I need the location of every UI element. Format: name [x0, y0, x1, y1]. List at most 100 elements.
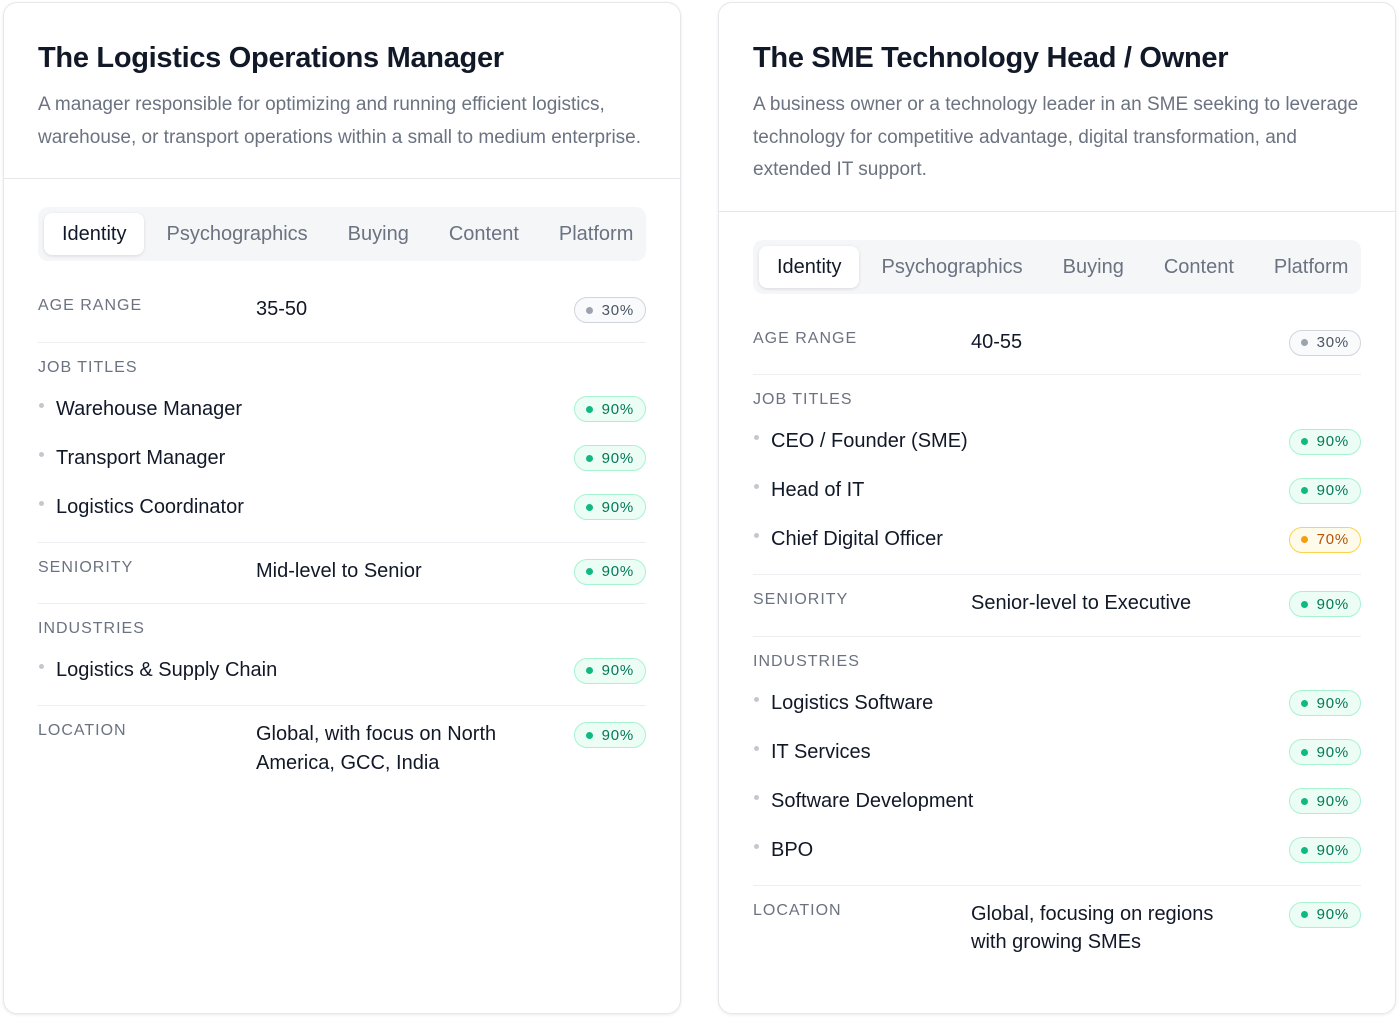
tab[interactable]: Content — [448, 223, 519, 245]
confidence-badge: 90% — [1288, 428, 1361, 455]
attribute-row: AGE RANGE 40-55 30% — [753, 314, 1361, 375]
confidence-badge: 90% — [573, 558, 646, 585]
attribute-section: AGE RANGE 40-55 30% — [753, 314, 1361, 375]
badge-dot — [585, 731, 593, 739]
attribute-value: Senior-level to Executive — [971, 592, 1192, 614]
bullet — [39, 451, 44, 457]
badge-text: 90% — [1316, 595, 1349, 613]
list-item: Logistics Coordinator 90% — [38, 483, 646, 532]
section-label: JOB TITLES — [753, 391, 853, 408]
confidence-badge: 90% — [1288, 901, 1361, 928]
attribute-section: INDUSTRIES Logistics Software 90% IT Servic… — [753, 637, 1361, 886]
card-title: The SME Technology Head / Owner — [753, 42, 1229, 74]
badge-dot — [1300, 487, 1308, 494]
confidence-badge: 90% — [573, 722, 646, 748]
section-label: SENIORITY — [753, 591, 849, 608]
attribute-value: 35-50 — [256, 298, 308, 320]
tab[interactable]: Content — [1163, 255, 1234, 278]
badge-dot — [1300, 699, 1308, 707]
bullet — [754, 843, 759, 849]
badge-text: 90% — [1316, 906, 1349, 923]
card-header: The SME Technology Head / Owner A busines… — [719, 3, 1395, 212]
badge-text: 90% — [1316, 743, 1349, 761]
confidence-badge: 90% — [1288, 591, 1361, 617]
tab[interactable]: Platform — [1273, 255, 1349, 278]
bullet — [754, 696, 759, 702]
badge-text: 90% — [1316, 841, 1349, 859]
badge-text: 90% — [601, 726, 634, 744]
section-label: JOB TITLES — [38, 358, 138, 376]
card-body: Identity Psychographics Buying Content Platf… — [719, 212, 1395, 975]
confidence-badge: 70% — [1288, 526, 1361, 553]
badge-text: 90% — [601, 563, 634, 580]
list-item: Transport Manager 90% — [38, 434, 646, 483]
tab[interactable]: Buying — [1062, 255, 1124, 278]
attribute-row: LOCATION Global, with focus on North Amer… — [38, 706, 646, 795]
item-text: Logistics Software — [771, 691, 934, 714]
confidence-badge: 90% — [1288, 739, 1361, 765]
item-text: Transport Manager — [56, 446, 226, 469]
confidence-badge: 90% — [1288, 837, 1361, 863]
card-description: A business owner or a technology leader … — [753, 94, 1359, 180]
confidence-badge: 90% — [573, 657, 646, 684]
list-item: Logistics Software 90% — [753, 679, 1361, 728]
bullet — [754, 484, 759, 489]
tab[interactable]: Identity — [44, 213, 145, 255]
persona-card: The Logistics Operations Manager A manage… — [3, 2, 681, 1014]
badge-dot — [1300, 536, 1308, 543]
badge-text: 30% — [601, 301, 634, 319]
attribute-section: INDUSTRIES Logistics & Supply Chain 90% — [38, 604, 646, 706]
list-item: Warehouse Manager 90% — [38, 385, 646, 434]
item-text: CEO / Founder (SME) — [771, 430, 968, 452]
tab[interactable]: Identity — [759, 245, 860, 288]
badge-dot — [1300, 600, 1308, 608]
attribute-value: 40-55 — [971, 330, 1023, 353]
badge-dot — [585, 405, 593, 413]
section-label: INDUSTRIES — [753, 652, 860, 670]
badge-text: 90% — [601, 449, 634, 467]
card-body: Identity Psychographics Buying Content Platf… — [4, 179, 680, 795]
confidence-badge: 30% — [1288, 329, 1361, 356]
list-item: Head of IT 90% — [753, 466, 1361, 515]
confidence-badge: 90% — [573, 445, 646, 471]
bullet — [754, 435, 759, 440]
section-label: LOCATION — [38, 722, 127, 739]
tab[interactable]: Psychographics — [881, 255, 1023, 278]
confidence-badge: 90% — [1288, 788, 1361, 814]
list-item: BPO 90% — [753, 826, 1361, 875]
item-text: BPO — [771, 838, 814, 861]
list-item: Chief Digital Officer 70% — [753, 515, 1361, 564]
confidence-badge: 90% — [1288, 477, 1361, 504]
section-label: AGE RANGE — [753, 329, 858, 347]
bullet — [39, 402, 44, 408]
attribute-section: JOB TITLES CEO / Founder (SME) 90% Head of … — [753, 375, 1361, 575]
attribute-value: Global, focusing on regions with growing… — [971, 902, 1214, 954]
persona-card: The SME Technology Head / Owner A busines… — [718, 2, 1396, 1014]
tab-bar: Identity Psychographics Buying Content Platf… — [753, 239, 1361, 294]
badge-text: 90% — [1316, 792, 1349, 810]
item-text: IT Services — [771, 740, 871, 763]
tab[interactable]: Psychographics — [166, 223, 308, 245]
section-label: LOCATION — [753, 901, 842, 919]
attribute-section: SENIORITY Mid-level to Senior 90% — [38, 543, 646, 604]
badge-text: 90% — [601, 662, 634, 679]
tab[interactable]: Platform — [558, 223, 634, 245]
tab-bar: Identity Psychographics Buying Content Platf… — [38, 207, 646, 261]
badge-dot — [1300, 797, 1308, 805]
list-item: CEO / Founder (SME) 90% — [753, 417, 1361, 466]
item-text: Head of IT — [771, 479, 865, 501]
list-item: Software Development 90% — [753, 777, 1361, 826]
attribute-value: Global, with focus on North America, GCC… — [256, 723, 497, 774]
card-description: A manager responsible for optimizing and… — [38, 94, 642, 148]
section-label: SENIORITY — [38, 558, 134, 576]
attribute-row: SENIORITY Mid-level to Senior 90% — [38, 543, 646, 604]
badge-text: 90% — [1316, 694, 1349, 712]
tab[interactable]: Buying — [347, 223, 409, 245]
attribute-section: SENIORITY Senior-level to Executive 90% — [753, 575, 1361, 637]
badge-text: 90% — [601, 498, 634, 516]
confidence-badge: 30% — [573, 297, 646, 323]
attribute-row: SENIORITY Senior-level to Executive 90% — [753, 575, 1361, 636]
badge-dot — [1300, 911, 1308, 918]
badge-text: 90% — [601, 400, 634, 418]
badge-dot — [585, 503, 593, 511]
